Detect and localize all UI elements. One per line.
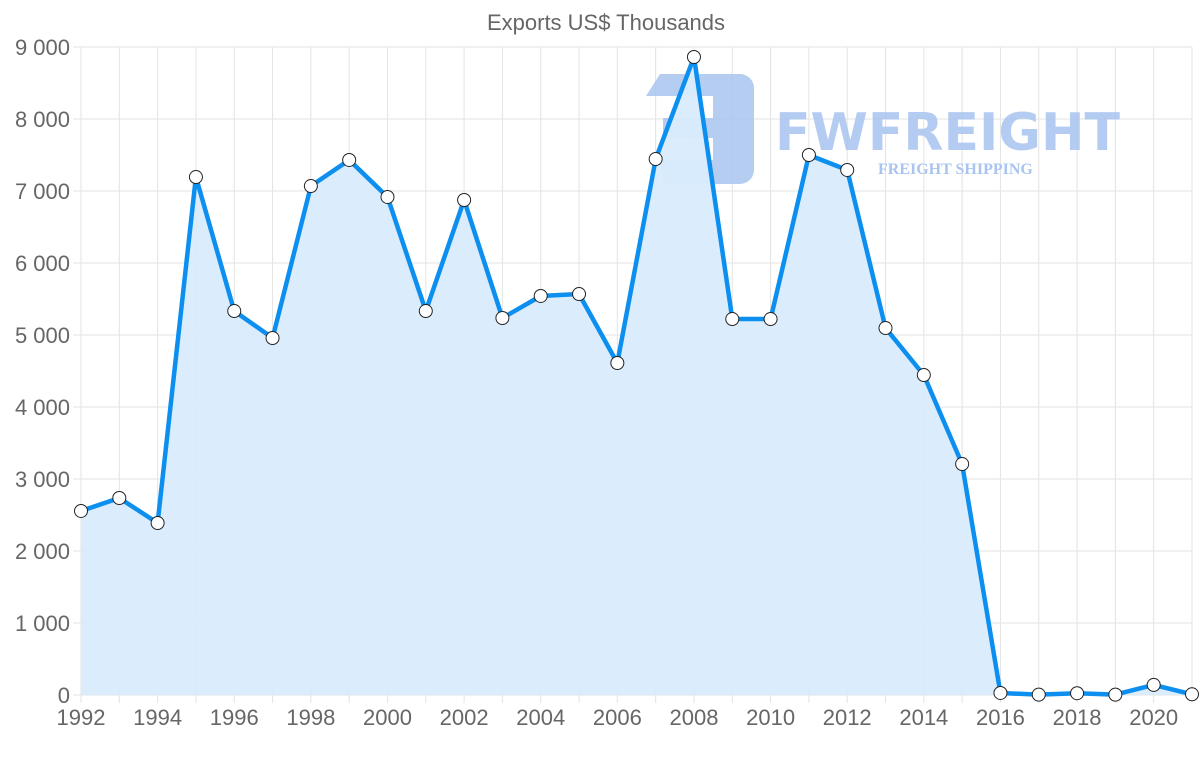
- x-tick-label: 2018: [1053, 705, 1102, 730]
- data-point-2011[interactable]: [801, 148, 816, 162]
- watermark-tagline: FREIGHT SHIPPING: [878, 161, 1033, 178]
- x-tick-label: 2000: [363, 705, 412, 730]
- x-tick-label: 1996: [210, 705, 259, 730]
- x-tick-label: 2012: [823, 705, 872, 730]
- data-point-1993[interactable]: [112, 491, 127, 506]
- y-axis: 0 1 000 2 000 3 000 4 000 5 000 6 000 7 000 8 00…: [15, 35, 70, 708]
- y-tick-label: 3 000: [15, 467, 70, 492]
- x-tick-label: 2002: [440, 705, 489, 730]
- x-tick-label: 1998: [286, 705, 335, 730]
- x-axis: 1992 1994 1996 1998 2000 2002 2004 2006 2008 2010…: [57, 705, 1179, 730]
- data-point-2015[interactable]: [955, 457, 970, 472]
- data-point-2020[interactable]: [1146, 677, 1161, 692]
- y-tick-label: 1 000: [15, 611, 70, 636]
- series-exports: [74, 50, 1199, 702]
- data-point-1995[interactable]: [188, 170, 203, 185]
- data-point-2016[interactable]: [993, 685, 1008, 700]
- data-point-2005[interactable]: [572, 287, 587, 302]
- series-area: [81, 57, 1192, 695]
- y-tick-label: 4 000: [15, 395, 70, 420]
- watermark-logo: FWFREIGHT FREIGHT SHIPPING: [646, 74, 1121, 184]
- data-point-2003[interactable]: [495, 311, 510, 326]
- data-point-2012[interactable]: [840, 162, 855, 177]
- y-tick-label: 7 000: [15, 179, 70, 204]
- data-point-2004[interactable]: [533, 288, 548, 303]
- data-point-1992[interactable]: [74, 503, 88, 518]
- chart-title: Exports US$ Thousands: [487, 10, 725, 35]
- data-point-2007[interactable]: [648, 152, 663, 167]
- data-point-2000[interactable]: [380, 189, 395, 204]
- x-tick-label: 2008: [669, 705, 718, 730]
- y-tick-label: 8 000: [15, 107, 70, 132]
- y-tick-label: 6 000: [15, 251, 70, 276]
- x-tick-label: 1992: [57, 705, 106, 730]
- data-point-2010[interactable]: [763, 312, 778, 327]
- x-tick-label: 2010: [746, 705, 795, 730]
- data-point-2001[interactable]: [418, 304, 433, 319]
- data-point-1999[interactable]: [342, 152, 357, 167]
- y-tick-label: 2 000: [15, 539, 70, 564]
- data-point-2009[interactable]: [725, 312, 740, 327]
- data-point-2018[interactable]: [1070, 686, 1085, 701]
- x-tick-label: 2016: [976, 705, 1025, 730]
- x-tick-label: 2020: [1129, 705, 1178, 730]
- x-tick-label: 2004: [516, 705, 565, 730]
- data-point-1994[interactable]: [150, 515, 165, 530]
- data-point-2006[interactable]: [610, 356, 625, 371]
- data-point-2021[interactable]: [1185, 687, 1199, 702]
- data-point-2014[interactable]: [916, 368, 931, 383]
- watermark-brand: FWFREIGHT: [775, 103, 1121, 163]
- data-point-2019[interactable]: [1108, 687, 1123, 702]
- x-tick-label: 2014: [899, 705, 948, 730]
- x-tick-label: 1994: [133, 705, 182, 730]
- data-point-2013[interactable]: [878, 321, 893, 336]
- data-point-1996[interactable]: [227, 304, 242, 319]
- y-tick-label: 5 000: [15, 323, 70, 348]
- data-point-1997[interactable]: [265, 331, 280, 346]
- y-tick-label: 0: [58, 683, 70, 708]
- data-point-2017[interactable]: [1031, 687, 1046, 702]
- data-point-2002[interactable]: [457, 193, 472, 207]
- data-point-1998[interactable]: [303, 179, 318, 194]
- y-tick-label: 9 000: [15, 35, 70, 60]
- x-tick-label: 2006: [593, 705, 642, 730]
- data-point-2008[interactable]: [686, 50, 701, 65]
